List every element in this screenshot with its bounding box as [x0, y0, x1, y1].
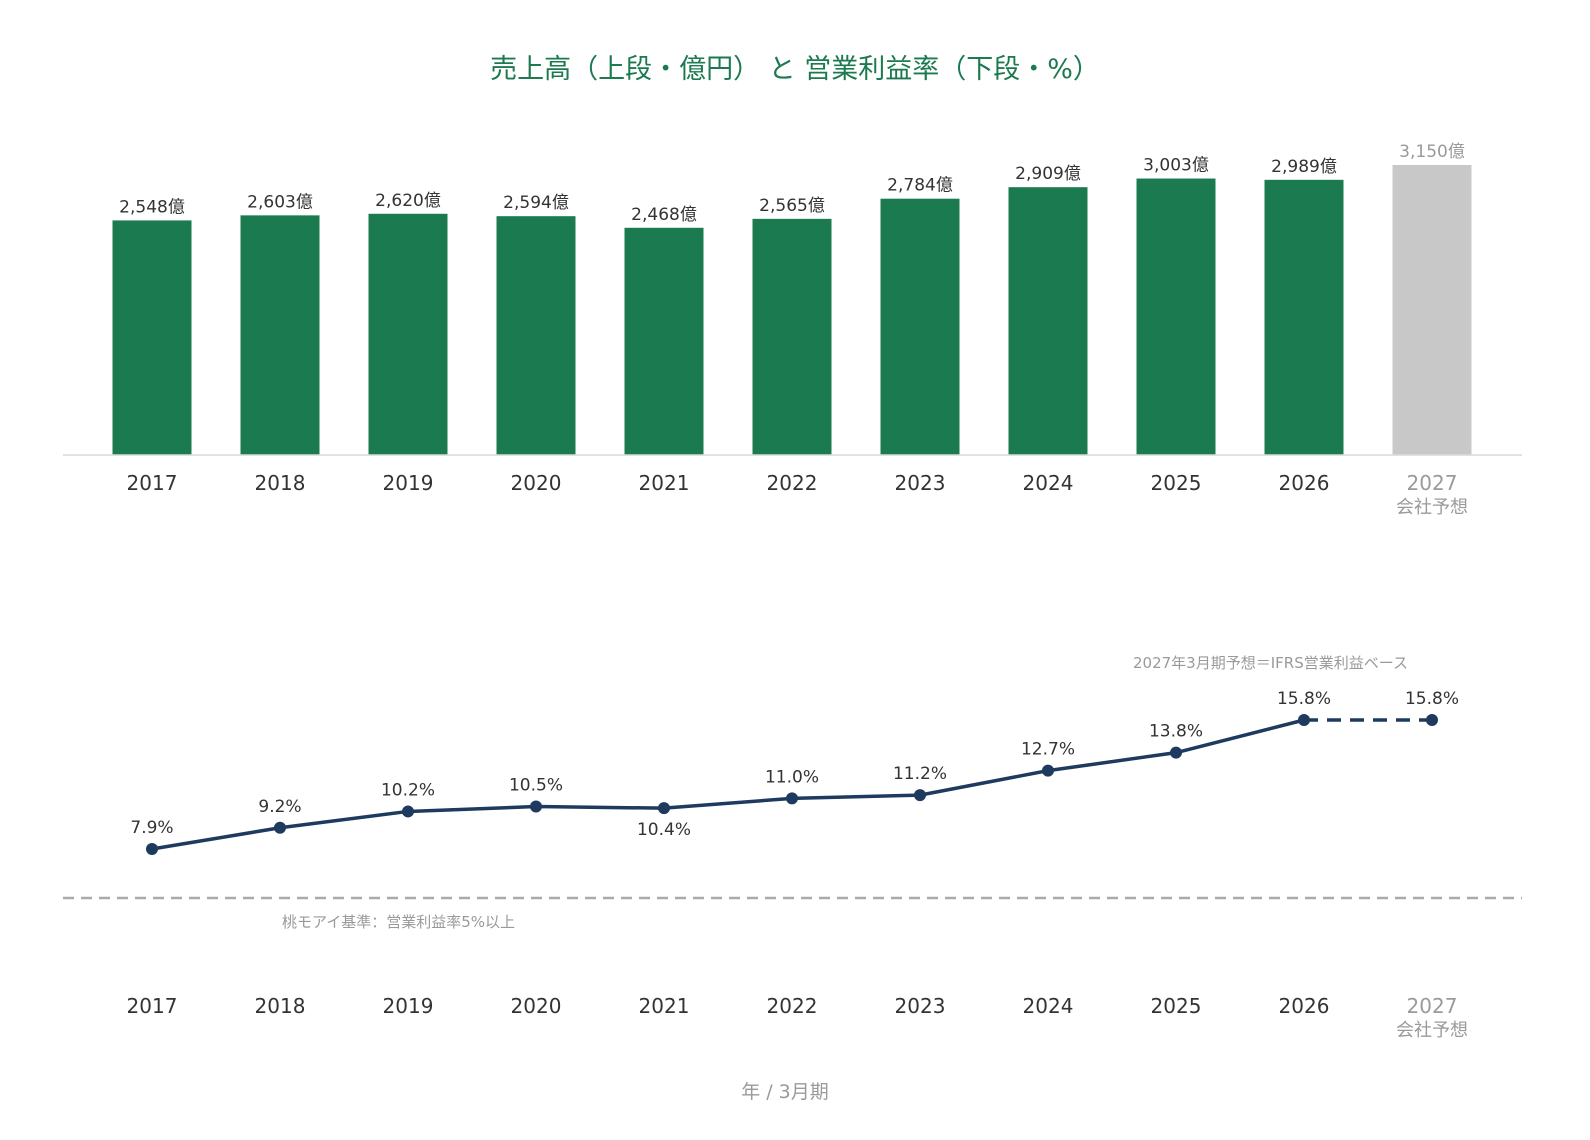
margin-point	[1170, 746, 1182, 759]
reference-label: 桃モアイ基準：営業利益率5%以上	[282, 913, 515, 931]
line-x-tick-label: 2022	[767, 994, 818, 1018]
margin-point	[402, 805, 414, 818]
bar-chart: 2,548億 2017 2,603億 2018 2,620億 2019 2,594億 2020…	[112, 142, 1472, 518]
bar-forecast	[1392, 165, 1472, 455]
line-x-tick-label: 2025	[1151, 994, 1202, 1018]
margin-point	[1042, 764, 1054, 777]
bar	[1136, 178, 1216, 456]
bar	[752, 218, 832, 455]
margin-point	[658, 802, 670, 815]
bar-x-tick-label: 2020	[511, 471, 562, 495]
margin-point	[146, 843, 158, 855]
line-x-tick-label: 2027	[1407, 994, 1458, 1018]
line-x-tick-label: 2020	[511, 994, 562, 1018]
bar-value-label: 2,548億	[119, 197, 185, 217]
bar	[880, 198, 960, 455]
line-x-tick-label: 2019	[383, 994, 434, 1018]
line-x-tick-label: 2026	[1279, 994, 1330, 1018]
bar	[624, 227, 704, 455]
margin-value-label: 9.2%	[258, 797, 301, 817]
x-axis-title: 年 / 3月期	[741, 1081, 829, 1103]
line-x-tick-label: 2023	[895, 994, 946, 1018]
bar-value-label: 2,989億	[1271, 157, 1337, 177]
margin-value-label: 12.7%	[1021, 740, 1075, 760]
margin-value-label: 10.2%	[381, 780, 435, 800]
bar-value-label: 2,620億	[375, 191, 441, 211]
margin-line	[151, 718, 1305, 851]
margin-point	[786, 792, 798, 805]
margin-value-label: 7.9%	[130, 818, 173, 838]
bar-value-label: 2,909億	[1015, 164, 1081, 184]
bar-x-tick-label: 2019	[383, 471, 434, 495]
bar-x-tick-label: 2021	[639, 471, 690, 495]
line-x-tick-label: 2021	[639, 994, 690, 1018]
bar-value-label: 2,594億	[503, 193, 569, 213]
bar	[1264, 179, 1344, 456]
margin-value-label: 15.8%	[1405, 689, 1459, 709]
bar-x-tick-label: 2025	[1151, 471, 1202, 495]
line-x-tick-label: 2017	[127, 994, 178, 1018]
bar-value-label: 2,468億	[631, 205, 697, 225]
margin-value-label: 10.4%	[637, 820, 691, 840]
chart-title: 売上高（上段・億円） と 営業利益率（下段・%）	[490, 54, 1100, 85]
margin-value-label: 15.8%	[1277, 689, 1331, 709]
bar-x-tick-label: 2027	[1407, 471, 1458, 495]
forecast-note: 2027年3月期予想＝IFRS営業利益ベース	[1133, 654, 1408, 672]
margin-value-label: 11.0%	[765, 767, 819, 787]
margin-point	[1298, 714, 1310, 726]
bar	[496, 216, 576, 455]
bar-value-label: 3,150億	[1399, 142, 1465, 162]
margin-value-label: 11.2%	[893, 764, 947, 784]
bar-x-tick-sublabel: 会社予想	[1396, 497, 1468, 518]
bar-x-tick-label: 2017	[127, 471, 178, 495]
margin-point	[914, 789, 926, 802]
margin-point	[530, 800, 542, 813]
line-x-tick-label: 2024	[1023, 994, 1074, 1018]
bar	[1008, 187, 1088, 455]
bar-x-tick-label: 2024	[1023, 471, 1074, 495]
bar-value-label: 2,784億	[887, 176, 953, 196]
bar-x-tick-label: 2018	[255, 471, 306, 495]
bar-value-label: 2,603億	[247, 192, 313, 212]
line-x-tick-sublabel: 会社予想	[1396, 1020, 1468, 1041]
line-x-tick-label: 2018	[255, 994, 306, 1018]
bar-x-tick-label: 2026	[1279, 471, 1330, 495]
bar-value-label: 2,565億	[759, 196, 825, 216]
margin-point	[1426, 714, 1438, 726]
bar	[112, 220, 192, 455]
line-chart: 7.9% 2017 9.2% 2018 10.2% 2019 10.5% 2020 10.4% 2…	[127, 689, 1468, 1041]
margin-value-label: 13.8%	[1149, 722, 1203, 742]
bar-x-tick-label: 2023	[895, 471, 946, 495]
bar	[368, 213, 448, 455]
bar-x-tick-label: 2022	[767, 471, 818, 495]
bar	[240, 215, 320, 455]
margin-point	[274, 821, 286, 834]
margin-value-label: 10.5%	[509, 776, 563, 796]
bar-value-label: 3,003億	[1143, 156, 1209, 176]
